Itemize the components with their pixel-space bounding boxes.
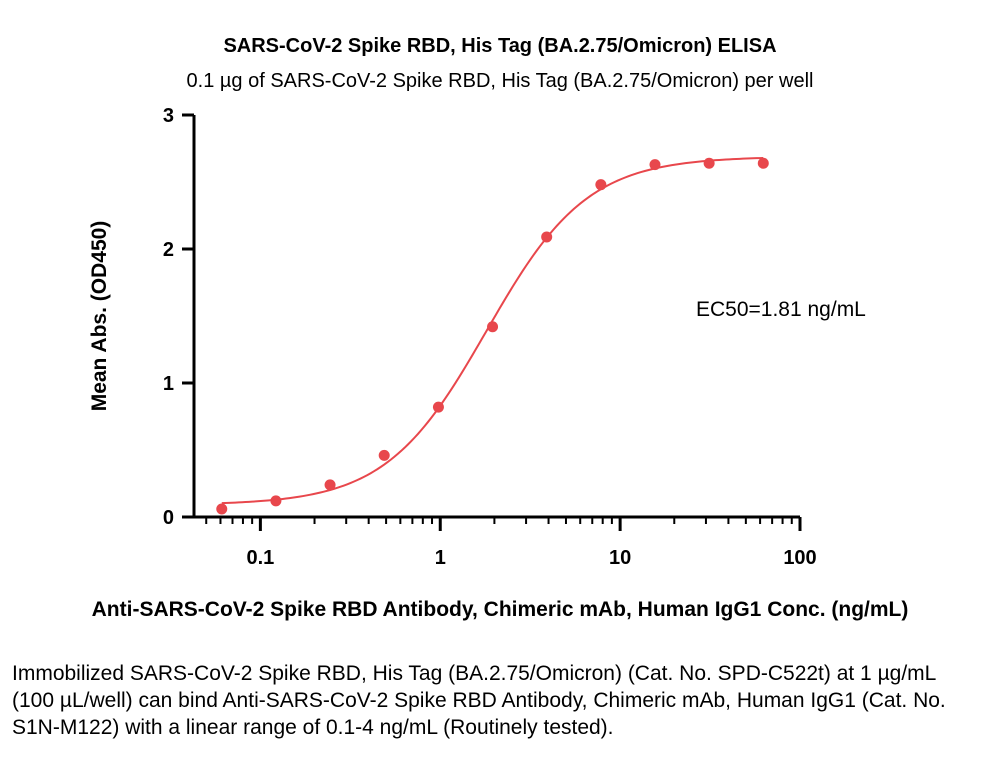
x-axis-label: Anti-SARS-CoV-2 Spike RBD Antibody, Chim…: [92, 598, 909, 621]
data-point: [270, 495, 282, 507]
elisa-chart: SARS-CoV-2 Spike RBD, His Tag (BA.2.75/O…: [88, 35, 909, 621]
x-tick-label: 0.1: [246, 547, 274, 569]
caption-text: Immobilized SARS-CoV-2 Spike RBD, His Ta…: [12, 662, 946, 739]
data-point: [487, 321, 499, 333]
fit-curve: [221, 156, 764, 505]
data-point: [432, 401, 444, 413]
x-ticks: 0.1 1 10 100: [205, 517, 817, 569]
data-point: [216, 503, 228, 515]
data-point: [649, 159, 661, 171]
data-point: [378, 449, 390, 461]
data-point: [703, 157, 715, 169]
x-tick-label: 10: [609, 547, 631, 569]
ec50-annotation: EC50=1.81 ng/mL: [696, 298, 866, 321]
data-point: [595, 179, 607, 191]
x-tick-label: 1: [435, 547, 446, 569]
chart-subtitle: 0.1 µg of SARS-CoV-2 Spike RBD, His Tag …: [187, 70, 814, 92]
x-tick-label: 100: [783, 547, 816, 569]
y-axis-label: Mean Abs. (OD450): [88, 221, 111, 412]
y-tick-label: 0: [163, 507, 174, 529]
y-tick-label: 1: [163, 373, 174, 395]
data-point: [541, 231, 553, 243]
y-ticks: 0 1 2 3: [163, 105, 194, 529]
data-point: [324, 479, 336, 491]
data-point: [757, 157, 769, 169]
y-tick-label: 2: [163, 239, 174, 261]
chart-title: SARS-CoV-2 Spike RBD, His Tag (BA.2.75/O…: [223, 35, 776, 57]
axes: 0 1 2 3 0.1 1 10 100: [163, 105, 817, 569]
y-tick-label: 3: [163, 105, 174, 127]
data-points: [216, 157, 769, 515]
